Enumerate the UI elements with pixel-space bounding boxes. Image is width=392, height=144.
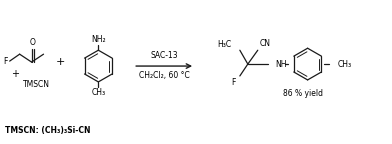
Text: NH: NH — [276, 60, 287, 69]
Text: CH₂Cl₂, 60 °C: CH₂Cl₂, 60 °C — [139, 71, 189, 80]
Text: +: + — [11, 69, 19, 79]
Text: NH₂: NH₂ — [91, 35, 106, 44]
Text: CH₃: CH₃ — [91, 88, 105, 97]
Text: 86 % yield: 86 % yield — [283, 89, 323, 98]
Text: H₃C: H₃C — [218, 40, 232, 49]
Text: TMSCN: (CH₃)₃Si-CN: TMSCN: (CH₃)₃Si-CN — [5, 126, 90, 135]
Text: O: O — [30, 38, 36, 47]
Text: +: + — [56, 57, 65, 67]
Text: CH₃: CH₃ — [338, 60, 352, 69]
Text: TMSCN: TMSCN — [23, 80, 50, 89]
Text: F: F — [232, 78, 236, 87]
Text: CN: CN — [260, 39, 271, 48]
Text: SAC-13: SAC-13 — [150, 51, 178, 60]
Text: F: F — [3, 57, 8, 66]
